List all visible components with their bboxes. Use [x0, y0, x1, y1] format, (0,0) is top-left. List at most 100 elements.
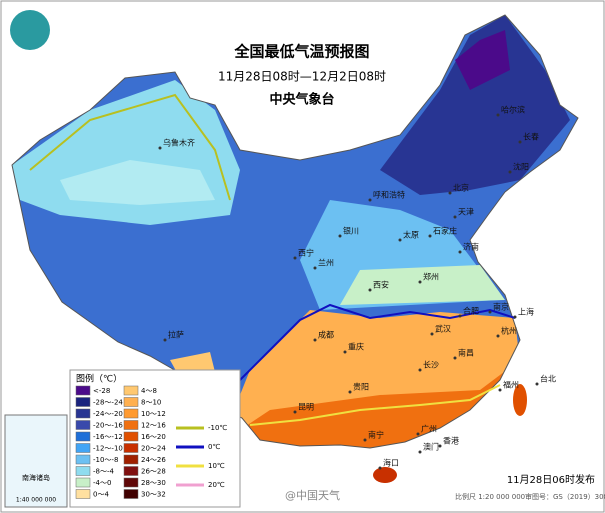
city-dot [498, 388, 502, 392]
city-label: 北京 [453, 183, 469, 193]
title: 全国最低气温预报图 [233, 43, 369, 61]
ten-isotherm [249, 384, 501, 426]
legend-label: -28～-24 [93, 399, 123, 407]
city-label: 澳门 [423, 442, 439, 452]
legend-label: -20～-16 [93, 422, 123, 430]
city-dot [430, 332, 434, 336]
legend-label: -4～0 [93, 479, 111, 487]
legend-label: -24～-20 [93, 410, 123, 418]
legend-line-label: 20℃ [208, 481, 225, 489]
inset-scale: 1:40 000 000 [16, 497, 56, 504]
legend-label: 16～20 [141, 433, 166, 441]
legend-label: 4～8 [141, 387, 157, 395]
city-dot [458, 250, 462, 254]
city-dot [293, 256, 297, 260]
legend-swatch [75, 385, 91, 396]
city-label: 西宁 [298, 248, 314, 258]
approval: 审图号：GS（2019）3082号 [525, 492, 605, 501]
legend-swatch [75, 420, 91, 430]
city-label: 海口 [383, 458, 399, 468]
city-dot [368, 288, 372, 292]
legend-label: 26～28 [141, 468, 166, 476]
legend-label: <-28 [93, 387, 110, 395]
legend-swatch [123, 477, 139, 488]
legend-label: 30～32 [141, 491, 166, 499]
legend-label: 20～24 [141, 445, 166, 453]
city-label: 拉萨 [168, 330, 184, 340]
city-dot [428, 234, 432, 238]
city-dot [496, 334, 500, 338]
city-dot [418, 450, 422, 454]
city-label: 银川 [343, 226, 359, 236]
city-dot [453, 356, 457, 360]
legend-label: 12～16 [141, 422, 166, 430]
city-dot [418, 280, 422, 284]
city-label: 重庆 [348, 342, 364, 352]
city-label: 上海 [518, 307, 534, 317]
city-dot [488, 310, 492, 314]
city-dot [338, 234, 342, 238]
city-label: 杭州 [501, 326, 517, 336]
legend-label: 28～30 [141, 479, 166, 487]
city-label: 贵阳 [353, 382, 369, 392]
city-dot [313, 338, 317, 342]
city-label: 沈阳 [513, 162, 529, 172]
legend-swatch [75, 443, 91, 453]
legend-swatch [123, 431, 139, 442]
city-label: 兰州 [318, 258, 334, 268]
city-label: 南宁 [368, 430, 384, 440]
legend-label: 8～10 [141, 399, 161, 407]
city-dot [416, 432, 420, 436]
city-dot [363, 438, 367, 442]
city-dot [496, 113, 500, 117]
city-dot [348, 390, 352, 394]
legend-swatch [123, 454, 139, 465]
city-dot [518, 140, 522, 144]
taiwan [513, 384, 527, 416]
logo [10, 10, 50, 50]
city-label: 石家庄 [433, 226, 457, 236]
legend-swatch [75, 477, 91, 488]
city-label: 香港 [443, 436, 459, 446]
legend-label: -8～-4 [93, 468, 115, 476]
scale: 比例尺 1:20 000 000 [455, 492, 525, 501]
legend-swatch [75, 397, 91, 407]
city-label: 哈尔滨 [501, 105, 525, 115]
city-label: 台北 [540, 374, 556, 384]
city-label: 武汉 [435, 324, 451, 334]
issuer: 中央气象台 [269, 92, 334, 108]
legend-label: 10～12 [141, 410, 166, 418]
city-label: 南昌 [458, 348, 474, 358]
legend-label: 24～26 [141, 456, 166, 464]
city-dot [368, 198, 372, 202]
city-dot [508, 170, 512, 174]
city-dot [535, 382, 539, 386]
legend-swatch [75, 466, 91, 476]
legend-swatch [123, 397, 139, 407]
city-label: 西安 [373, 280, 389, 290]
legend-swatch [123, 408, 139, 419]
city-dot [343, 350, 347, 354]
city-dot [513, 315, 517, 319]
city-dot [418, 368, 422, 372]
city-label: 天津 [458, 207, 474, 217]
city-label: 合肥 [463, 306, 479, 316]
legend-swatch [123, 443, 139, 453]
city-label: 福州 [503, 381, 519, 390]
city-label: 昆明 [298, 403, 314, 412]
legend-label: -16～-12 [93, 433, 123, 441]
hainan [373, 467, 397, 483]
subtitle: 11月28日08时—12月2日08时 [218, 70, 386, 84]
watermark: @中国天气 [285, 488, 340, 502]
city-label: 乌鲁木齐 [163, 138, 195, 148]
legend-swatch [123, 385, 139, 396]
city-dot [313, 266, 317, 270]
legend-label: 0～4 [93, 491, 109, 499]
legend-swatch [123, 420, 139, 430]
city-dot [438, 444, 442, 448]
city-label: 郑州 [423, 272, 439, 282]
city-dot [163, 338, 167, 342]
legend-line-label: -10℃ [208, 424, 227, 432]
